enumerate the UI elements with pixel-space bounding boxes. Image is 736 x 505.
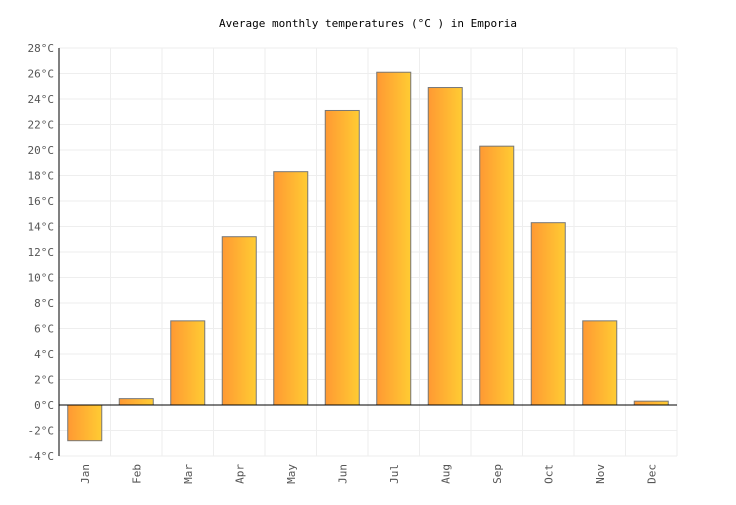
bar-sep bbox=[479, 145, 515, 406]
y-tick-label: 24°C bbox=[28, 93, 55, 106]
chart-title: Average monthly temperatures (°C ) in Em… bbox=[219, 17, 517, 30]
bar-oct bbox=[530, 222, 566, 406]
y-tick-label: 28°C bbox=[28, 42, 55, 55]
x-tick-label: Feb bbox=[130, 464, 143, 484]
x-tick-label: Jul bbox=[388, 464, 401, 484]
bar-aug bbox=[427, 87, 463, 406]
x-tick-label: Mar bbox=[182, 464, 195, 484]
y-tick-label: 6°C bbox=[34, 323, 54, 336]
bar-nov bbox=[582, 320, 618, 406]
y-tick-label: 12°C bbox=[28, 246, 55, 259]
bar-feb bbox=[118, 398, 154, 406]
y-tick-label: 10°C bbox=[28, 272, 55, 285]
y-tick-label: 8°C bbox=[34, 297, 54, 310]
bar-mar bbox=[170, 320, 206, 406]
y-tick-label: 18°C bbox=[28, 170, 55, 183]
y-tick-label: 4°C bbox=[34, 348, 54, 361]
y-tick-label: 16°C bbox=[28, 195, 55, 208]
bar-jun bbox=[324, 109, 360, 406]
y-tick-label: 26°C bbox=[28, 68, 55, 81]
y-tick-label: 22°C bbox=[28, 119, 55, 132]
x-tick-label: Apr bbox=[233, 464, 246, 484]
bar-apr bbox=[221, 236, 257, 406]
x-tick-label: Dec bbox=[645, 464, 658, 484]
y-tick-label: -2°C bbox=[28, 425, 55, 438]
x-tick-label: Oct bbox=[542, 464, 555, 484]
y-tick-label: 2°C bbox=[34, 374, 54, 387]
bar-jan bbox=[67, 404, 103, 442]
x-tick-label: Aug bbox=[439, 464, 452, 484]
x-tick-label: Jan bbox=[79, 464, 92, 484]
y-tick-label: 14°C bbox=[28, 221, 55, 234]
x-tick-label: Nov bbox=[594, 464, 607, 484]
bar-may bbox=[273, 171, 309, 406]
x-tick-label: May bbox=[285, 464, 298, 484]
x-tick-label: Sep bbox=[491, 464, 504, 484]
y-tick-label: 0°C bbox=[34, 399, 54, 412]
y-tick-label: 20°C bbox=[28, 144, 55, 157]
bar-jul bbox=[376, 71, 412, 406]
y-tick-label: -4°C bbox=[28, 450, 55, 463]
bar-dec bbox=[633, 400, 669, 406]
x-tick-label: Jun bbox=[336, 464, 349, 484]
